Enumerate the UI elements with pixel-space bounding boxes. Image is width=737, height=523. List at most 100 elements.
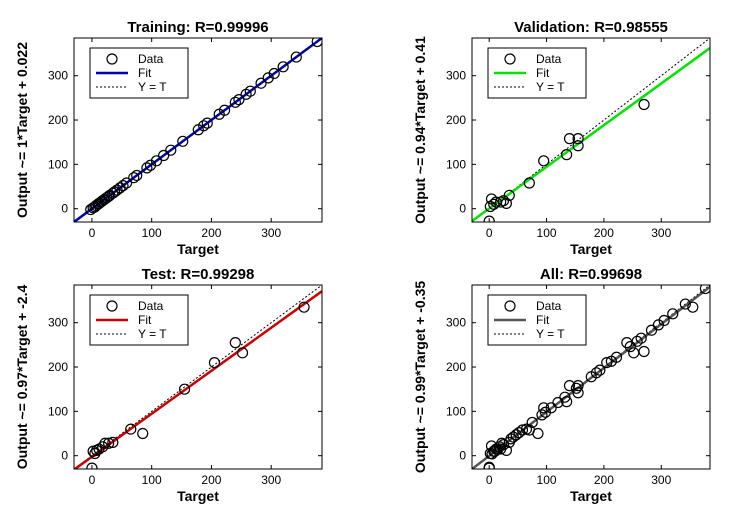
all-data-point bbox=[563, 380, 576, 392]
training-x-axis-label: Target bbox=[177, 241, 219, 257]
validation-data-point bbox=[572, 140, 584, 152]
all-data-point bbox=[610, 351, 623, 363]
test-data-point bbox=[107, 436, 119, 448]
training-data-point bbox=[268, 67, 280, 80]
validation-data-point bbox=[561, 149, 573, 161]
all-data-point bbox=[667, 308, 679, 320]
test-data-point bbox=[236, 347, 249, 359]
test-y-tick-label: 0 bbox=[61, 449, 68, 463]
all-data-point bbox=[645, 324, 658, 336]
test-plot-content bbox=[74, 285, 322, 469]
all-data-point bbox=[572, 380, 584, 392]
training-data-point bbox=[141, 162, 153, 174]
training-data-point bbox=[229, 96, 241, 108]
training-x-tick-label: 0 bbox=[89, 226, 96, 240]
training-title: Training: R=0.99996 bbox=[127, 19, 268, 36]
test-data-point bbox=[125, 423, 137, 435]
test-data-point bbox=[137, 427, 149, 440]
training-y-tick-label: 300 bbox=[48, 69, 68, 83]
all-x-tick-label: 200 bbox=[594, 473, 614, 487]
all-data-point bbox=[526, 416, 538, 429]
validation-y-tick-label: 100 bbox=[446, 157, 466, 171]
all-data-point bbox=[561, 396, 573, 408]
test-data-point bbox=[229, 337, 241, 349]
validation-x-tick-label: 100 bbox=[537, 226, 557, 240]
training-y-tick-label: 0 bbox=[61, 202, 68, 216]
test-x-tick-label: 300 bbox=[261, 473, 281, 487]
test-title: Test: R=0.99298 bbox=[142, 266, 255, 283]
all-data-point bbox=[601, 356, 613, 369]
all-legend-identity-label: Y = T bbox=[536, 327, 565, 341]
training-data-point bbox=[117, 180, 129, 192]
validation-plot-content bbox=[472, 38, 710, 222]
test-y-tick-label: 300 bbox=[48, 316, 68, 330]
all-data-point bbox=[679, 298, 691, 310]
training-data-point bbox=[233, 94, 245, 106]
all-data-point bbox=[638, 345, 650, 358]
all-y-tick-label: 300 bbox=[446, 316, 466, 330]
all-data-point bbox=[516, 424, 529, 436]
training-y-tick-label: 100 bbox=[48, 157, 68, 171]
training-data-point bbox=[131, 169, 143, 182]
training-data-point bbox=[290, 51, 302, 63]
test-y-tick-label: 200 bbox=[48, 360, 68, 374]
validation-data-point bbox=[488, 198, 500, 210]
training-panel: 0 100 200 300 0 100 200 300 Training: R=0.99996 T… bbox=[14, 19, 323, 257]
test-x-tick-label: 200 bbox=[201, 473, 221, 487]
training-legend-data-label: Data bbox=[138, 52, 164, 66]
all-data-point bbox=[536, 409, 548, 421]
all-data-point bbox=[635, 332, 647, 344]
test-x-tick-label: 100 bbox=[142, 473, 162, 487]
training-data-point bbox=[165, 144, 177, 156]
training-fit-line bbox=[74, 38, 322, 222]
validation-panel: 0 100 200 300 0 100 200 300 Validation: R=0.9855… bbox=[412, 19, 711, 257]
test-data-point bbox=[99, 437, 111, 449]
all-title: All: R=0.99698 bbox=[540, 266, 642, 283]
test-panel: 0 100 200 300 0 100 200 300 Test: R=0.99298 Targe… bbox=[14, 266, 323, 504]
training-data-point bbox=[198, 120, 210, 132]
all-data-point bbox=[483, 461, 495, 469]
all-data-point bbox=[545, 402, 557, 414]
training-plot-content bbox=[74, 38, 322, 222]
validation-x-tick-label: 0 bbox=[486, 226, 493, 240]
validation-y-tick-label: 0 bbox=[459, 202, 466, 216]
all-axes-frame bbox=[471, 284, 711, 470]
training-x-tick-label: 300 bbox=[261, 226, 281, 240]
training-data-point bbox=[128, 172, 140, 184]
test-fit-line bbox=[74, 290, 322, 469]
test-data-point bbox=[298, 301, 310, 313]
test-y-tick-label: 100 bbox=[48, 404, 68, 418]
test-legend-data-marker bbox=[106, 300, 118, 312]
validation-data-point bbox=[572, 133, 584, 145]
test-data-point bbox=[103, 437, 115, 449]
all-x-tick-label: 0 bbox=[486, 473, 493, 487]
all-data-point bbox=[658, 314, 670, 327]
all-plot-content bbox=[472, 285, 710, 469]
validation-x-tick-label: 300 bbox=[651, 226, 671, 240]
all-data-point bbox=[513, 427, 525, 439]
validation-y-tick-label: 200 bbox=[446, 113, 466, 127]
validation-data-point bbox=[563, 133, 576, 145]
test-x-axis-label: Target bbox=[177, 488, 219, 504]
all-data-point bbox=[532, 427, 544, 440]
training-y-axis-label: Output ~= 1*Target + 0.022 bbox=[14, 42, 30, 218]
validation-fit-line bbox=[472, 47, 710, 222]
training-data-point bbox=[277, 61, 289, 73]
all-x-axis-label: Target bbox=[570, 488, 612, 504]
training-x-tick-label: 100 bbox=[142, 226, 162, 240]
validation-legend-fit-label: Fit bbox=[536, 66, 550, 80]
test-x-tick-label: 0 bbox=[89, 473, 96, 487]
all-legend-fit-label: Fit bbox=[536, 313, 550, 327]
training-y-tick-label: 200 bbox=[48, 113, 68, 127]
validation-data-point bbox=[523, 177, 535, 189]
all-x-tick-label: 300 bbox=[651, 473, 671, 487]
test-data-point bbox=[208, 356, 221, 369]
test-data-point bbox=[91, 444, 103, 456]
test-data-point bbox=[178, 383, 191, 395]
all-y-axis-label: Output ~= 0.99*Target + -0.35 bbox=[412, 281, 428, 474]
test-legend-identity-label: Y = T bbox=[138, 327, 167, 341]
